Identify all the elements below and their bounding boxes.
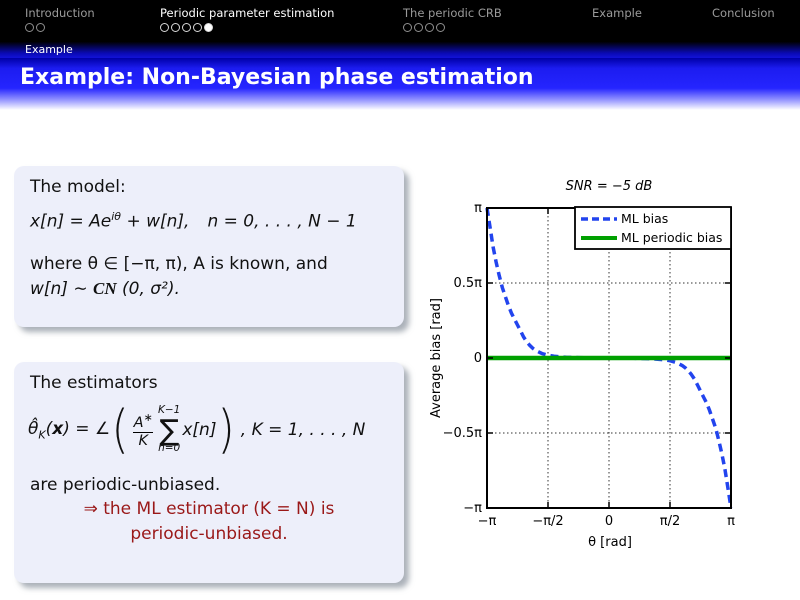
model-noise-line: w[n] ∼ CN (0, σ²).	[30, 278, 180, 299]
bias-chart: −π −π/2 0 π/2 π π 0.5π 0 −0.5π −π SNR = −5 dB θ [ra…	[429, 179, 735, 550]
estimator-box: The estimators θ̂K(x) = ∠ ( A∗ K K−1 ∑ n…	[14, 362, 404, 583]
svg-text:θ [rad]: θ [rad]	[588, 535, 632, 550]
nav-section-label: The periodic CRB	[403, 6, 502, 20]
nav-section-label: Periodic parameter estimation	[160, 6, 335, 20]
svg-text:Average bias [rad]: Average bias [rad]	[429, 298, 444, 418]
slide-dot[interactable]	[414, 23, 423, 32]
svg-text:π/2: π/2	[660, 514, 680, 529]
slide-dot[interactable]	[436, 23, 445, 32]
svg-text:0.5π: 0.5π	[453, 276, 482, 291]
model-box: The model: x[n] = Aeiθ + w[n], n = 0, . .…	[14, 166, 404, 327]
slide-dot[interactable]	[204, 23, 213, 32]
model-where-line: where θ ∈ [−π, π), A is known, and	[30, 253, 328, 274]
nav-section-label: Introduction	[25, 6, 95, 20]
page-title: Example: Non-Bayesian phase estimation	[20, 65, 534, 90]
nav-section-conclusion[interactable]: Conclusion	[712, 0, 800, 42]
slide-title-bar: Example: Non-Bayesian phase estimation	[0, 58, 800, 110]
slide-dot[interactable]	[25, 23, 34, 32]
summation: K−1 ∑ n=0	[157, 404, 181, 455]
estimator-formula: θ̂K(x) = ∠ ( A∗ K K−1 ∑ n=0 x[n] ) , K =…	[28, 399, 366, 460]
slide-dot[interactable]	[403, 23, 412, 32]
svg-text:ML periodic bias: ML periodic bias	[621, 230, 722, 245]
nav-section-introduction[interactable]: Introduction	[25, 0, 160, 42]
alert-line-2: periodic-unbiased.	[130, 523, 288, 544]
estimator-conclusion-line: are periodic-unbiased.	[30, 475, 221, 495]
nav-section-label: Example	[592, 6, 642, 20]
model-equation: x[n] = Aeiθ + w[n], n = 0, . . . , N − 1	[30, 210, 357, 232]
estimator-heading: The estimators	[30, 373, 158, 393]
sum-term: x[n]	[182, 420, 217, 440]
svg-text:−π: −π	[478, 514, 497, 529]
nav-section-label: Conclusion	[712, 6, 775, 20]
nav-slide-dots	[25, 23, 160, 32]
svg-text:π: π	[727, 514, 735, 529]
fraction-A-over-K: A∗ K	[133, 411, 153, 449]
alert-line-1: ⇒ the ML estimator (K = N) is	[83, 499, 335, 519]
svg-text:0: 0	[605, 514, 613, 529]
big-paren-close: )	[217, 399, 236, 460]
svg-text:π: π	[474, 201, 482, 216]
nav-section-periodic-parameter-estimation[interactable]: Periodic parameter estimation	[160, 0, 403, 42]
top-nav-bar: Introduction Periodic parameter estimati…	[0, 0, 800, 42]
slide-dot[interactable]	[36, 23, 45, 32]
nav-slide-dots	[403, 23, 592, 32]
big-paren-open: (	[111, 399, 129, 460]
svg-text:−0.5π: −0.5π	[443, 426, 483, 441]
svg-text:−π/2: −π/2	[532, 514, 563, 529]
nav-section-the-periodic-crb[interactable]: The periodic CRB	[403, 0, 592, 42]
svg-text:−π: −π	[463, 501, 482, 516]
svg-text:SNR = −5 dB: SNR = −5 dB	[566, 179, 653, 194]
nav-slide-dots	[712, 23, 800, 32]
slide-dot[interactable]	[171, 23, 180, 32]
slide-dot[interactable]	[193, 23, 202, 32]
nav-section-example[interactable]: Example	[592, 0, 712, 42]
slide-dot[interactable]	[182, 23, 191, 32]
alert-text: ⇒ the ML estimator (K = N) is periodic-u…	[28, 497, 390, 546]
model-heading: The model:	[30, 177, 126, 197]
formula-range: , K = 1, . . . , N	[240, 420, 366, 440]
breadcrumb-subsection: Example	[25, 43, 73, 56]
sigma-icon: ∑	[159, 412, 179, 447]
svg-text:ML bias: ML bias	[621, 211, 668, 226]
nav-slide-dots	[592, 23, 712, 32]
breadcrumb[interactable]: Example	[0, 42, 800, 58]
svg-text:0: 0	[474, 351, 482, 366]
calligraphic-CN: CN	[93, 278, 117, 298]
slide-dot[interactable]	[160, 23, 169, 32]
slide-dot[interactable]	[425, 23, 434, 32]
nav-slide-dots	[160, 23, 403, 32]
